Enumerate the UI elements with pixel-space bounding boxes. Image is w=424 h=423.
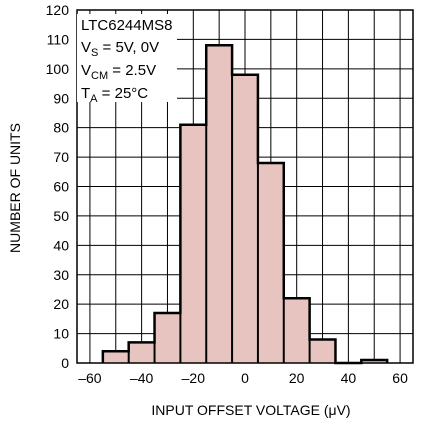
histogram-bar [154, 312, 181, 363]
y-tick-labels: 0 10 20 30 40 50 60 70 80 90 100 110 120 [46, 2, 70, 371]
x-tick-label: 40 [341, 370, 357, 386]
annotation-background [77, 14, 177, 102]
y-tick-label: 70 [53, 149, 69, 165]
histogram-bar [206, 45, 233, 364]
y-axis-label: NUMBER OF UNITS [7, 123, 23, 253]
y-tick-label: 30 [53, 267, 69, 283]
y-tick-label: 110 [47, 31, 70, 47]
y-tick-label: 120 [46, 2, 70, 18]
y-tick-label: 0 [61, 355, 69, 371]
y-tick-label: 90 [53, 90, 69, 106]
common-mode-voltage-label: VCM = 2.5V [81, 62, 156, 82]
histogram-bar [361, 360, 388, 363]
supply-voltage-label: VS = 5V, 0V [81, 39, 159, 59]
histogram-bar [232, 74, 258, 363]
y-tick-label: 40 [53, 237, 69, 253]
plot-frame [76, 9, 414, 364]
conditions-annotation: LTC6244MS8 VS = 5V, 0V VCM = 2.5V TA = 2… [77, 14, 177, 105]
histogram-bar [180, 124, 207, 363]
x-tick-label: –60 [78, 370, 102, 386]
y-tick-label: 60 [53, 179, 69, 195]
y-tick-label: 100 [46, 61, 70, 77]
x-tick-label: –20 [182, 370, 206, 386]
histogram-bar [102, 351, 129, 363]
temperature-label: TA = 25°C [81, 85, 148, 105]
x-tick-labels: –60 –40 –20 0 20 40 60 [78, 370, 408, 386]
x-axis-label: INPUT OFFSET VOLTAGE (μV) [151, 402, 350, 418]
x-tick-label: –40 [130, 370, 154, 386]
histogram-bar [128, 342, 155, 363]
x-tick-label: 20 [289, 370, 305, 386]
histogram-bar [283, 298, 310, 363]
histogram-bar [309, 339, 336, 363]
part-number-label: LTC6244MS8 [81, 17, 172, 34]
y-tick-label: 50 [53, 208, 69, 224]
histogram-bar [257, 162, 284, 363]
x-tick-label: 60 [392, 370, 408, 386]
y-tick-label: 20 [53, 296, 69, 312]
y-tick-label: 10 [53, 326, 69, 342]
y-tick-label: 80 [53, 120, 69, 136]
x-tick-label: 0 [241, 370, 249, 386]
